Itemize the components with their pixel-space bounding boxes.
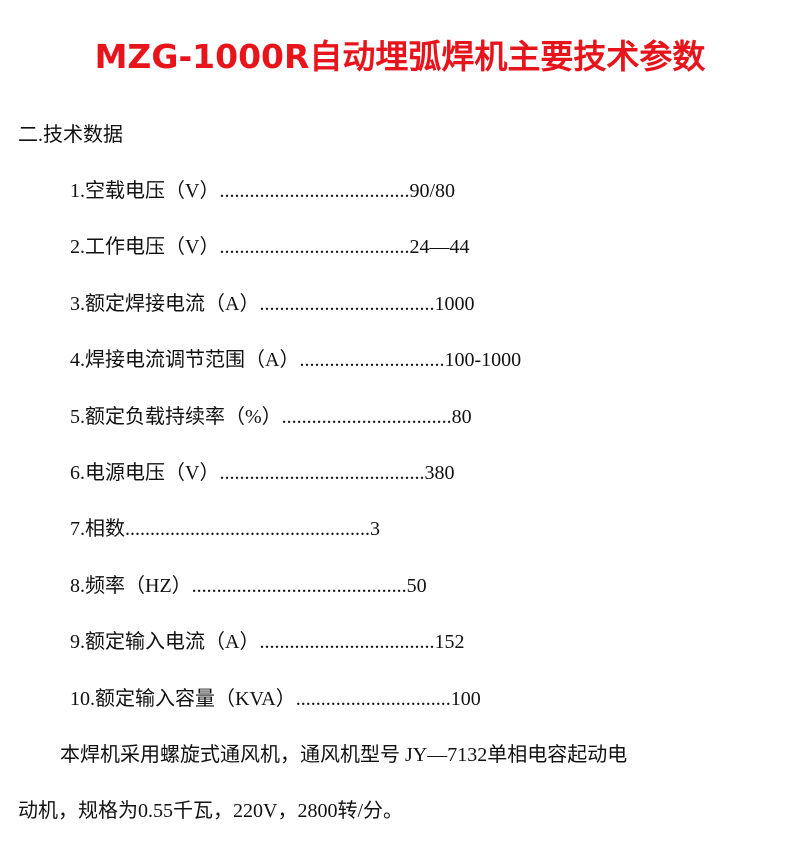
section-heading: 二.技术数据 [18,124,123,146]
spec-item: 3.额定焊接电流（A）.............................… [70,292,475,315]
spec-item: 9.额定输入电流（A）.............................… [70,631,465,654]
spec-item: 5.额定负载持续率（%）............................… [70,405,472,428]
spec-item: 4.焊接电流调节范围（A）...........................… [70,349,522,372]
spec-item: 10.额定输入容量（KVA）..........................… [70,687,481,710]
spec-item: 6.电源电压（V）...............................… [70,462,455,484]
paragraph-line: 本焊机采用螺旋式通风机，通风机型号 JY—7132单相电容起动电 [60,744,628,766]
spec-item: 7.相数....................................… [70,518,380,541]
spec-item: 1.空载电压（V）...............................… [70,180,455,202]
spec-item: 2.工作电压（V）...............................… [70,236,470,259]
spec-item: 8.频率（HZ）................................… [70,574,427,597]
page-title: MZG-1000R自动埋弧焊机主要技术参数 [94,37,706,76]
paragraph-line: 动机，规格为0.55千瓦，220V，2800转/分。 [18,800,403,822]
